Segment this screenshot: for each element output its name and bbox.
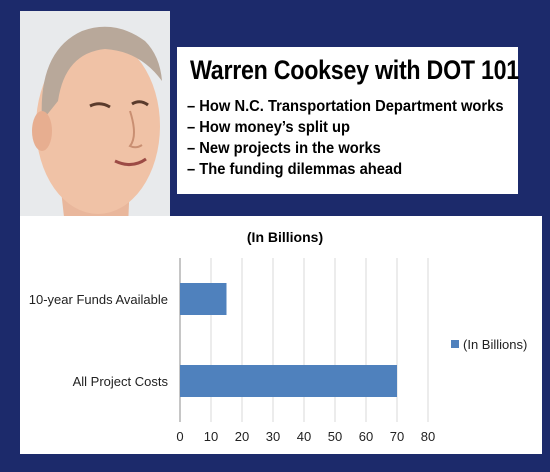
bar-chart: (In Billions) 0 10 20 30 40 50 60 70 80 10-year F… xyxy=(20,216,542,454)
x-tick-label: 20 xyxy=(235,429,249,444)
x-tick-label: 40 xyxy=(297,429,311,444)
headline-title: Warren Cooksey with DOT 101 xyxy=(190,55,519,85)
chart-canvas: 0 10 20 30 40 50 60 70 80 10-year Funds Available… xyxy=(29,258,527,444)
bullet-item: – How N.C. Transportation Department wor… xyxy=(187,98,504,115)
x-tick-label: 30 xyxy=(266,429,280,444)
x-tick-label: 0 xyxy=(176,429,183,444)
legend-label: (In Billions) xyxy=(463,337,527,352)
x-tick-label: 60 xyxy=(359,429,373,444)
x-tick-label: 80 xyxy=(421,429,435,444)
bar xyxy=(180,283,227,315)
bullet-item: – How money’s split up xyxy=(187,119,351,136)
bar xyxy=(180,365,397,397)
x-tick-label: 50 xyxy=(328,429,342,444)
bullet-list: – How N.C. Transportation Department wor… xyxy=(187,96,531,180)
category-label: 10-year Funds Available xyxy=(29,292,168,307)
category-label: All Project Costs xyxy=(73,374,169,389)
bullet-item: – New projects in the works xyxy=(187,140,381,157)
x-tick-label: 10 xyxy=(204,429,218,444)
headline-box: Warren Cooksey with DOT 101 – How N.C. T… xyxy=(177,47,519,194)
legend-swatch xyxy=(451,340,459,348)
chart-title: (In Billions) xyxy=(246,229,324,245)
portrait-photo xyxy=(20,11,170,277)
x-tick-label: 70 xyxy=(390,429,404,444)
bullet-item: – The funding dilemmas ahead xyxy=(187,161,403,178)
